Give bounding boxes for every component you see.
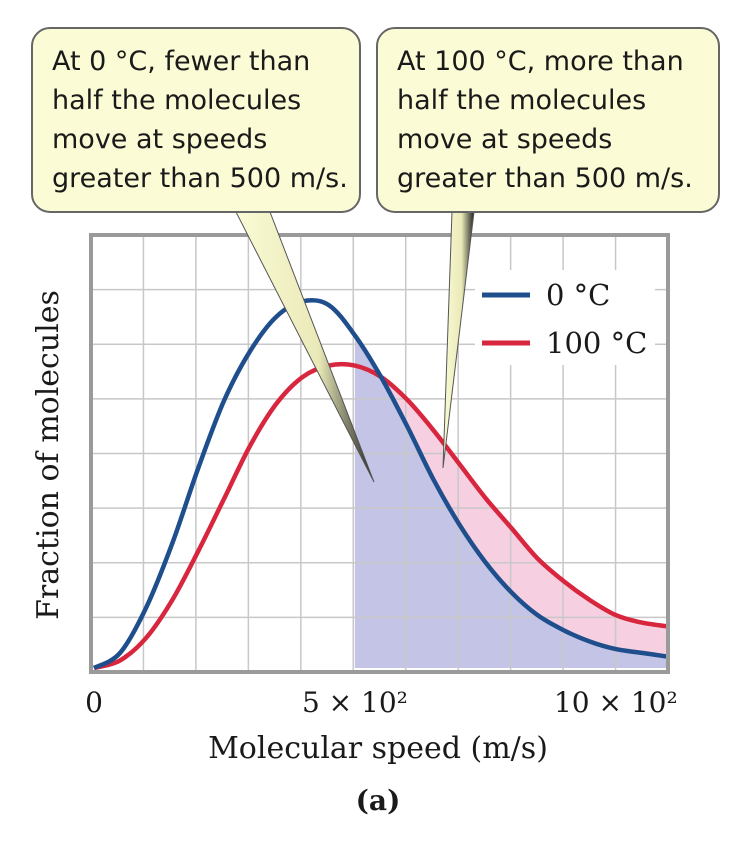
annotation-right-line: At 100 °C, more than (397, 46, 684, 77)
x-tick-label: 10 × 10² (554, 686, 678, 719)
x-tick-labels: 0 5 × 10² 10 × 10² (85, 686, 678, 719)
shade-above-500-0c (354, 335, 668, 668)
annotation-right-line: move at speeds (397, 124, 612, 155)
y-axis-title: Fraction of molecules (31, 290, 66, 620)
legend-label-100c: 100 °C (546, 326, 647, 360)
x-tick-label: 5 × 10² (302, 686, 408, 719)
annotation-left-box (31, 27, 361, 213)
svg-text:At 0 °C, fewer than half: At 0 °C, fewer than half the molecules m… (52, 46, 348, 194)
annotation-left-line: move at speeds (52, 124, 267, 155)
x-axis-title: Molecular speed (m/s) (208, 731, 548, 766)
legend: 0 °C 100 °C (475, 270, 655, 365)
annotation-left-line: half the molecules (52, 85, 301, 116)
legend-label-0c: 0 °C (546, 278, 610, 312)
svg-text:At 100 °C, more than hal: At 100 °C, more than half the molecules … (397, 46, 693, 194)
series-line-0c (92, 297, 669, 671)
legend-bg (475, 270, 655, 365)
plot-frame (89, 233, 670, 674)
x-tick-label: 0 (85, 686, 103, 719)
annotation-left-line: greater than 500 m/s. (52, 163, 348, 194)
annotation-left: At 0 °C, fewer than half the molecules m… (31, 27, 361, 213)
series-layer (92, 297, 669, 671)
annotation-left-line: At 0 °C, fewer than (52, 46, 310, 77)
shaded-regions (354, 335, 668, 668)
panel-label: (a) (356, 784, 401, 817)
annotation-right-line: half the molecules (397, 85, 646, 116)
annotation-right-box (376, 27, 720, 213)
annotation-right-line: greater than 500 m/s. (397, 163, 693, 194)
annotation-right: At 100 °C, more than half the molecules … (376, 27, 720, 213)
